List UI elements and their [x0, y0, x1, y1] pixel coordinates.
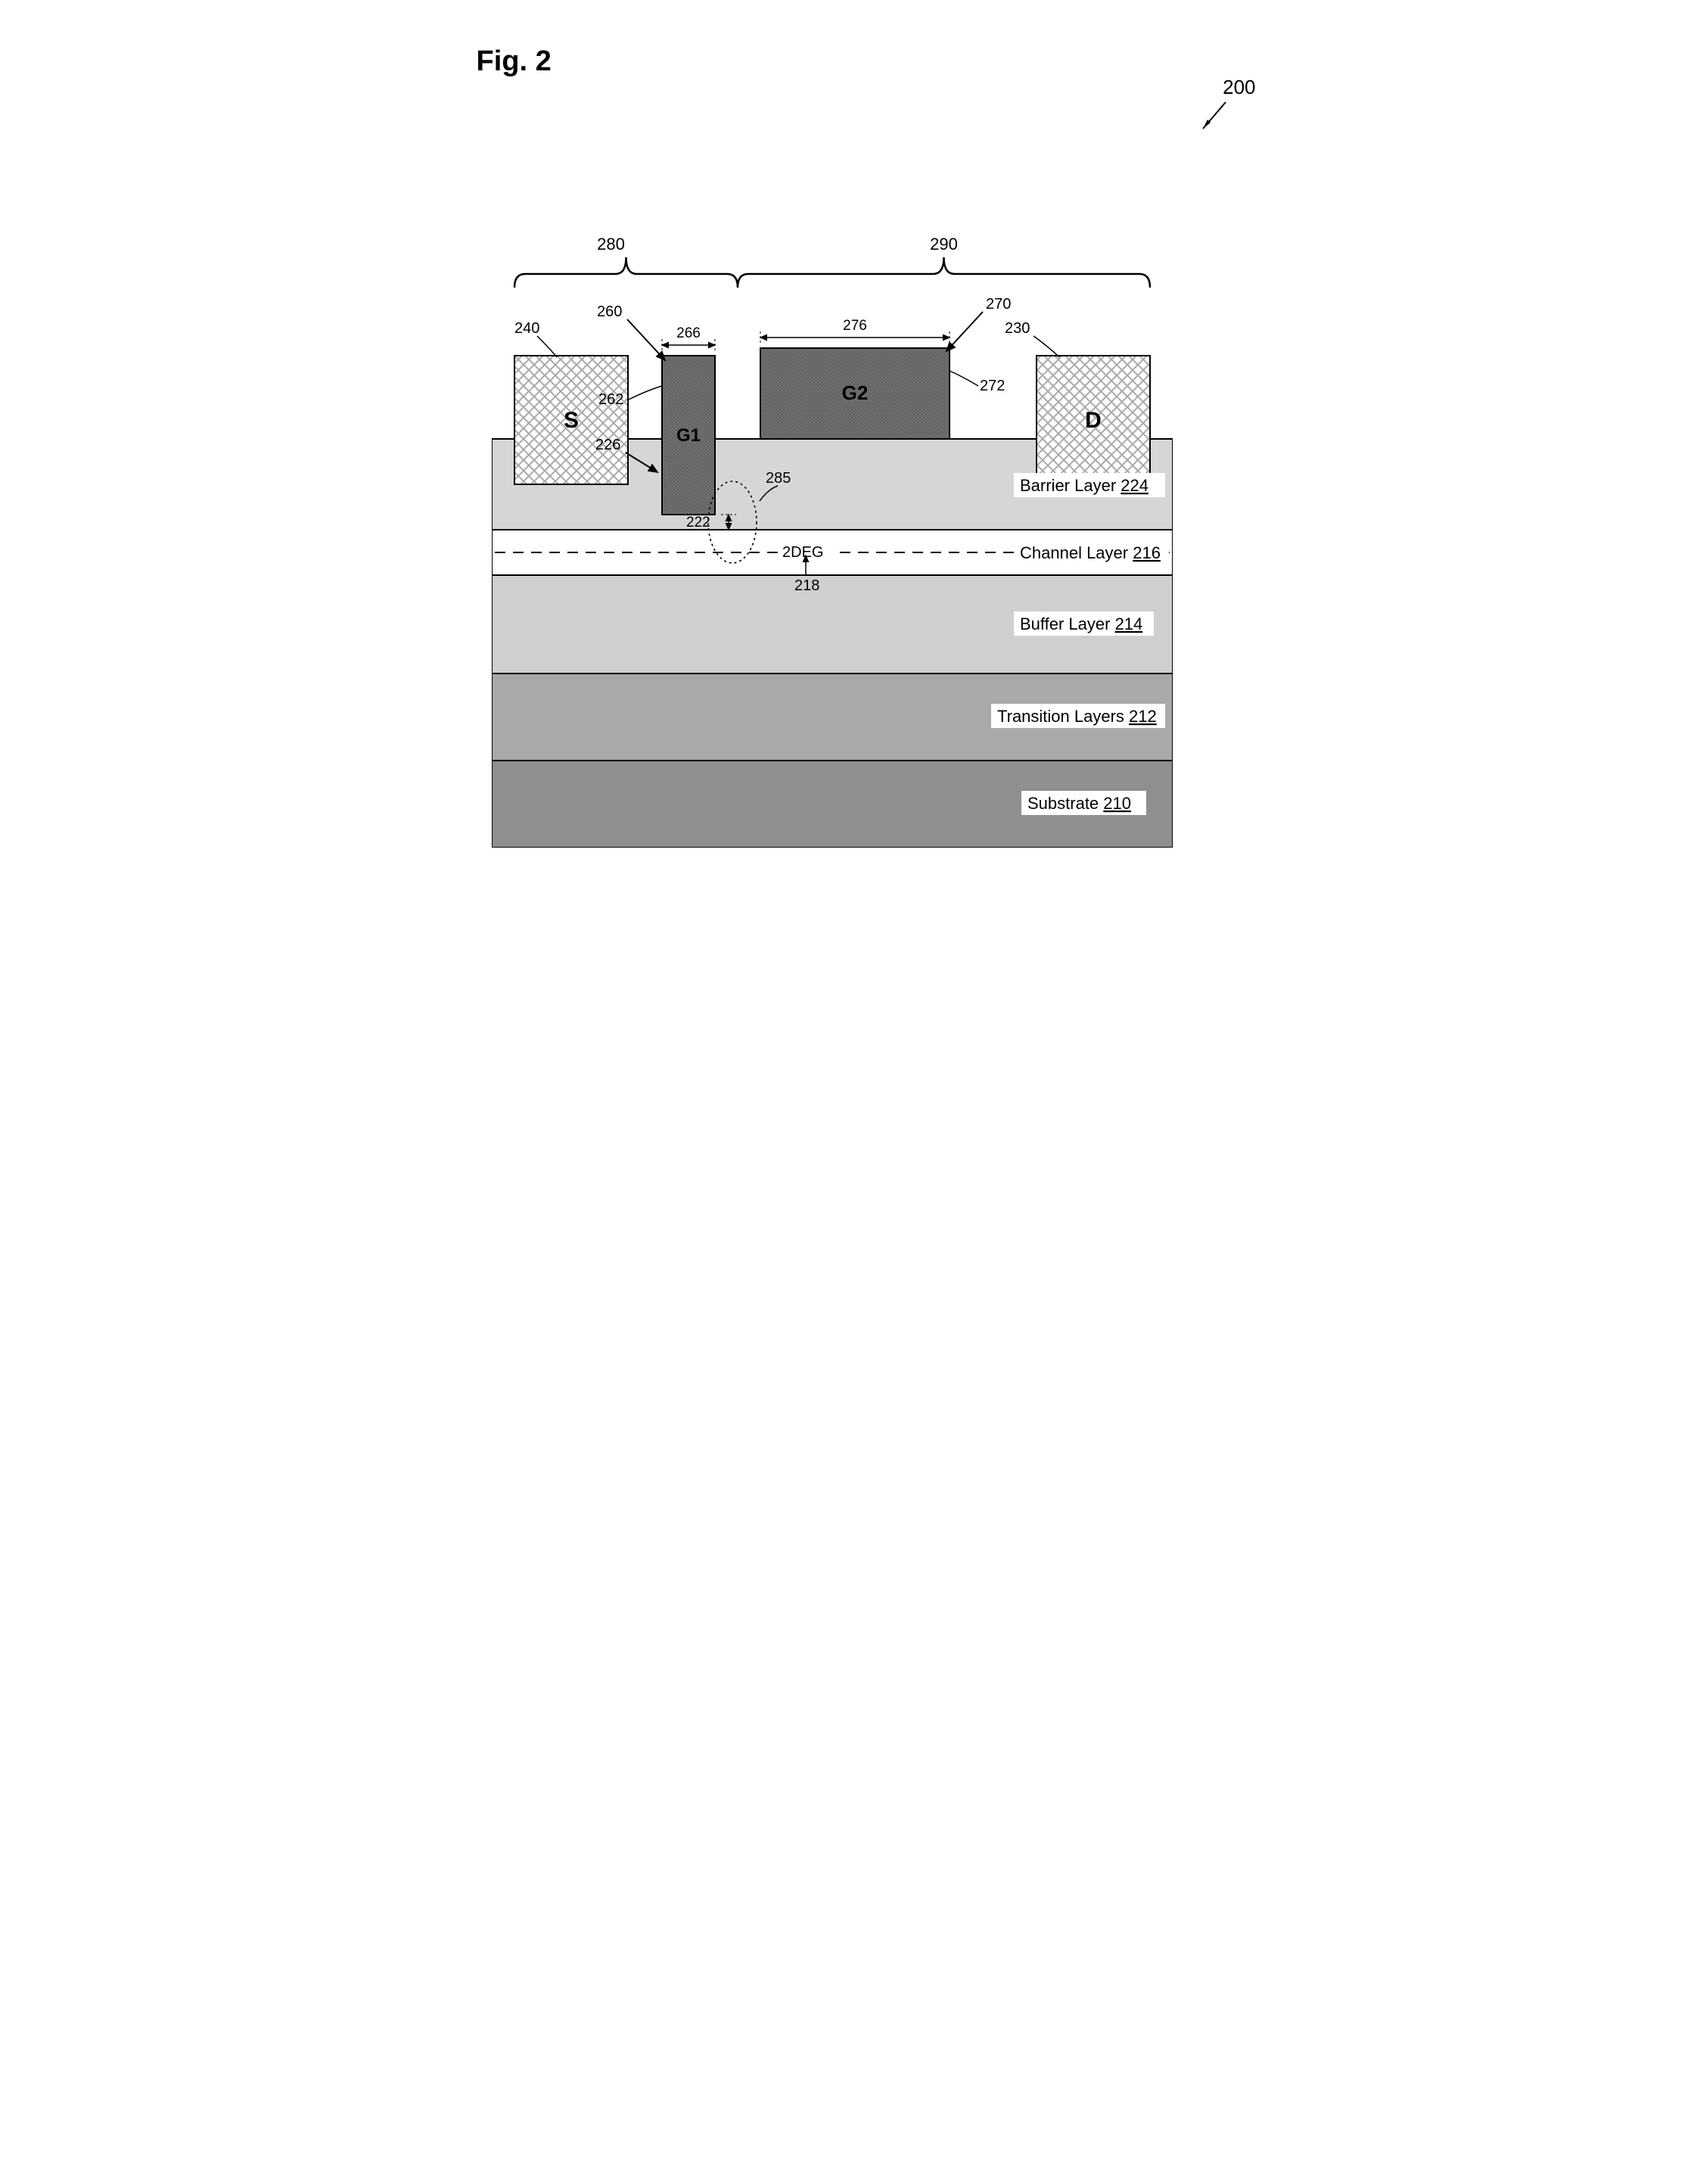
drain-label: D [1085, 408, 1102, 433]
ref-230: 230 [1005, 320, 1030, 337]
figure-title: Fig. 2 [477, 45, 552, 78]
ref-260: 260 [597, 303, 622, 320]
ref-272: 272 [980, 378, 1005, 394]
svg-text:Substrate 210: Substrate 210 [1027, 794, 1131, 813]
diagram-container: S D G1 G2 Barrier Layer 224 Channel Layer 216… [492, 227, 1173, 848]
ref-240: 240 [514, 320, 539, 337]
ref-285: 285 [766, 470, 791, 487]
ref-226: 226 [595, 437, 620, 453]
ref-218: 218 [794, 577, 819, 594]
assembly-ref-arrow [1195, 98, 1233, 136]
svg-text:Buffer Layer 214: Buffer Layer 214 [1020, 614, 1142, 633]
svg-text:290: 290 [930, 235, 958, 254]
assembly-ref: 200 [1223, 76, 1255, 99]
source-label: S [563, 408, 578, 433]
svg-text:280: 280 [597, 235, 625, 254]
svg-text:Transition Layers 212: Transition Layers 212 [997, 707, 1157, 726]
diagram-svg: S D G1 G2 Barrier Layer 224 Channel Layer 216… [492, 227, 1173, 848]
ref-276: 276 [843, 318, 867, 334]
ref-222: 222 [686, 515, 710, 530]
svg-text:Barrier Layer 224: Barrier Layer 224 [1020, 476, 1149, 495]
gate1-label: G1 [676, 425, 700, 446]
ref-262: 262 [598, 391, 623, 408]
ref-266: 266 [676, 325, 701, 341]
ref-270: 270 [986, 296, 1011, 313]
gate2-label: G2 [841, 381, 868, 404]
2deg-label: 2DEG [782, 544, 823, 561]
svg-text:Channel Layer 216: Channel Layer 216 [1020, 543, 1161, 562]
